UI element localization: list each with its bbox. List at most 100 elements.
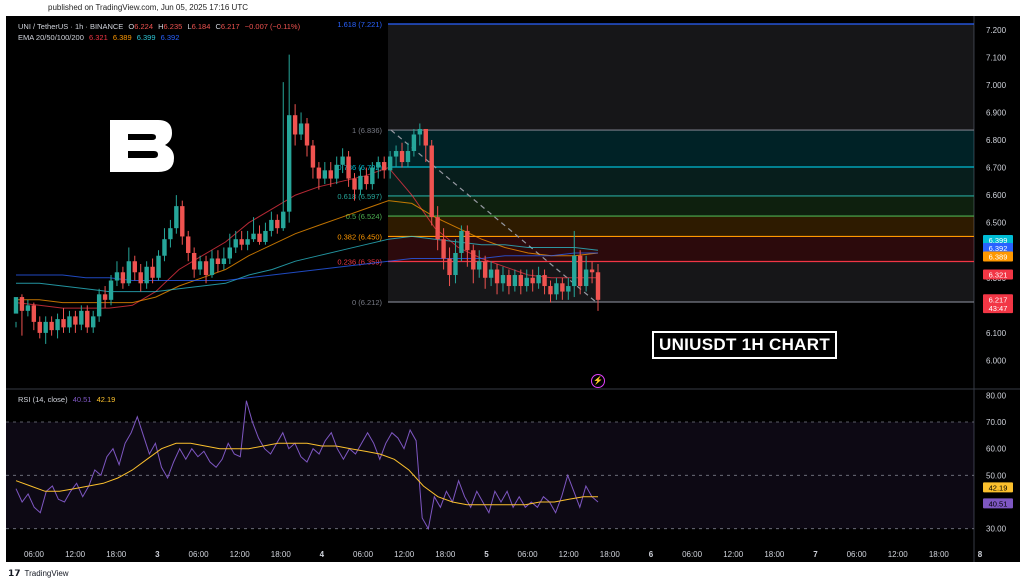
candle-body xyxy=(572,255,577,287)
candle-body xyxy=(560,283,565,292)
candle-body xyxy=(465,230,470,251)
candle-body xyxy=(542,275,547,287)
rsi-tick-label: 80.00 xyxy=(986,391,1007,400)
candle-body xyxy=(281,211,286,229)
candle-body xyxy=(19,297,25,311)
candle-body xyxy=(494,269,500,284)
candle-body xyxy=(286,115,292,212)
candle-body xyxy=(180,206,185,237)
ema100-value: 6.399 xyxy=(136,33,156,42)
fib-zone xyxy=(388,23,974,131)
candle-body xyxy=(536,275,541,284)
high-label: H xyxy=(158,22,164,31)
fib-level-label: 0.786 (6.702) xyxy=(337,163,382,172)
candle-body xyxy=(346,156,351,179)
candle-body xyxy=(61,319,66,328)
candle-body xyxy=(500,275,506,284)
time-tick-label: 12:00 xyxy=(723,550,744,559)
alert-icon[interactable]: ⚡ xyxy=(591,374,605,388)
candle-body xyxy=(393,151,399,157)
candle-body xyxy=(132,261,137,273)
time-tick-label: 7 xyxy=(813,550,818,559)
candle-body xyxy=(417,128,423,135)
candle-body xyxy=(292,115,298,135)
candle-body xyxy=(554,283,559,295)
candle-body xyxy=(120,272,126,284)
price-tick-label: 6.100 xyxy=(986,329,1007,338)
candle-body xyxy=(530,277,535,284)
candle-body xyxy=(156,255,161,278)
time-tick-label: 18:00 xyxy=(106,550,127,559)
chart-svg[interactable]: 1.618 (7.221) 1 (6.836) 0.786 (6.702) 0.618… xyxy=(6,16,1020,562)
high-value: 6.235 xyxy=(163,22,183,31)
candle-body xyxy=(310,145,316,168)
fib-level-label: 1.618 (7.221) xyxy=(337,20,382,29)
time-tick-label: 18:00 xyxy=(271,550,292,559)
fib-level-label: 0 (6.212) xyxy=(352,298,383,307)
rsi-ma-value: 42.19 xyxy=(96,395,116,404)
fib-level-label: 0.382 (6.450) xyxy=(337,232,382,241)
price-label-text: 6.399 xyxy=(989,236,1008,245)
candle-body xyxy=(186,236,191,253)
open-label: O xyxy=(128,22,135,31)
price-tick-label: 6.500 xyxy=(986,219,1007,228)
price-label-badge xyxy=(983,294,1013,305)
price-tick-label: 7.100 xyxy=(986,53,1007,62)
price-label-text: 6.321 xyxy=(989,270,1008,279)
candle-body xyxy=(382,162,387,171)
candle-body xyxy=(49,321,54,331)
axis-layer: 7.200 7.100 7.000 6.900 6.800 6.700 6.600 6.500… xyxy=(24,26,1013,559)
candle-body xyxy=(43,321,48,333)
candle-body xyxy=(138,272,143,284)
symbol-legend: UNI / TetherUS · 1h · BINANCE O6.224 H6.… xyxy=(18,22,303,31)
chart-area[interactable]: 1.618 (7.221) 1 (6.836) 0.786 (6.702) 0.618… xyxy=(6,16,1020,562)
price-label-badge xyxy=(983,235,1013,246)
fib-zone xyxy=(388,216,974,237)
candle-body xyxy=(275,219,280,229)
time-tick-label: 4 xyxy=(320,550,325,559)
candle-body xyxy=(108,280,114,300)
grid-layer xyxy=(6,16,1020,562)
price-label-badge xyxy=(983,251,1013,262)
candle-body xyxy=(263,230,268,242)
fib-level-label: 0.618 (6.597) xyxy=(337,192,382,201)
fib-zone xyxy=(388,261,974,303)
time-tick-label: 12:00 xyxy=(888,550,909,559)
time-tick-label: 18:00 xyxy=(435,550,456,559)
ema50-value: 6.389 xyxy=(112,33,132,42)
fib-level-label: 0.236 (6.359) xyxy=(337,258,382,267)
candle-body xyxy=(583,269,589,287)
candle-body xyxy=(102,294,108,300)
candle-body xyxy=(73,316,78,325)
candle-body xyxy=(150,266,155,278)
time-tick-label: 12:00 xyxy=(559,550,580,559)
candle-body xyxy=(203,261,209,276)
price-label-text: 6.389 xyxy=(989,253,1008,262)
candle-body xyxy=(589,269,595,273)
candle-body xyxy=(85,310,90,328)
time-tick-label: 06:00 xyxy=(24,550,45,559)
rsi-value-badge xyxy=(983,482,1013,493)
open-value: 6.224 xyxy=(134,22,154,31)
candle-body xyxy=(506,275,512,287)
candle-body xyxy=(37,321,42,333)
candle-body xyxy=(215,258,221,264)
candle-body xyxy=(79,310,84,325)
candle-body xyxy=(482,261,488,278)
time-tick-label: 06:00 xyxy=(353,550,374,559)
candle-body xyxy=(197,261,203,270)
ema-line xyxy=(16,200,599,304)
time-tick-label: 12:00 xyxy=(230,550,251,559)
footer-brand: TradingView xyxy=(24,569,69,578)
rsi-ma-line xyxy=(15,442,598,506)
rsi-tick-label: 60.00 xyxy=(986,445,1007,454)
change-value: −0.007 (−0.11%) xyxy=(244,22,301,31)
brand-logo-icon xyxy=(110,120,174,172)
time-tick-label: 5 xyxy=(484,550,489,559)
rsi-layer xyxy=(6,400,974,531)
time-tick-label: 06:00 xyxy=(847,550,868,559)
rsi-legend: RSI (14, close) 40.51 42.19 xyxy=(18,395,118,404)
candle-body xyxy=(364,175,369,185)
fib-zone xyxy=(388,195,974,217)
fib-zone xyxy=(388,167,974,196)
